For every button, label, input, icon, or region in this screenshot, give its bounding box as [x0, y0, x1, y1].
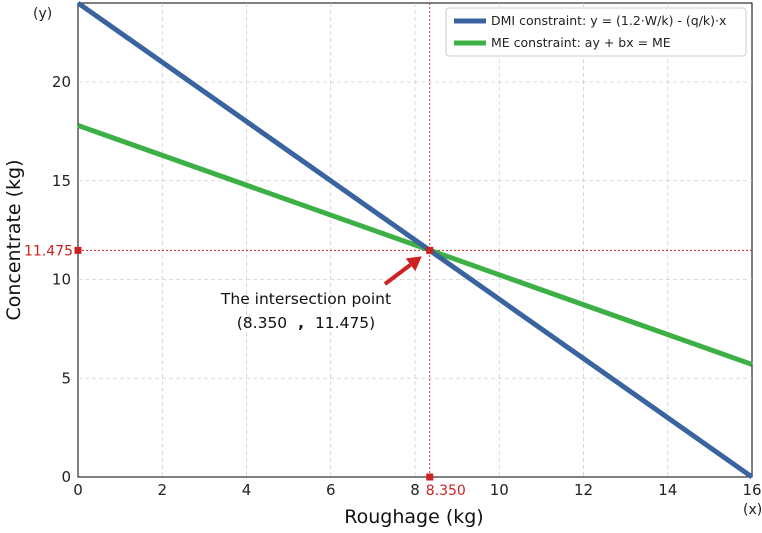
arrow-shaft	[383, 263, 412, 286]
intersection-guides	[78, 3, 752, 477]
annotation-line-1: The intersection point	[220, 290, 391, 308]
x-tick-label: 14	[658, 481, 677, 499]
y-tick-label: 15	[52, 172, 71, 190]
intersection-y-label: 11.475	[24, 243, 73, 259]
intersection-point-marker	[426, 246, 434, 254]
x-axis-marker	[426, 473, 434, 481]
annotation-line-2: (8.350 , 11.475)	[237, 314, 375, 332]
legend: DMI constraint: y = (1.2·W/k) - (q/k)·x …	[445, 7, 747, 57]
x-corner-label: (x)	[743, 502, 762, 518]
annotation-arrow	[383, 256, 422, 286]
intersection-annotation: The intersection point (8.350 , 11.475)	[220, 256, 422, 332]
x-tick-label: 16	[742, 481, 761, 499]
y-corner-label: (y)	[33, 6, 52, 22]
arrow-head	[405, 256, 422, 272]
series-line-1	[77, 123, 753, 367]
series-line-0	[76, 0, 754, 480]
legend-label-dmi: DMI constraint: y = (1.2·W/k) - (q/k)·x	[491, 13, 726, 28]
x-tick-label: 2	[157, 481, 167, 499]
intersection-x-label: 8.350	[426, 483, 466, 499]
y-tick-label: 5	[61, 369, 71, 387]
x-axis-title: Roughage (kg)	[344, 506, 483, 528]
intersection-markers	[74, 246, 434, 481]
x-tick-label: 12	[574, 481, 593, 499]
y-tick-label: 0	[61, 468, 71, 486]
annotation-separator: ,	[298, 314, 304, 332]
legend-box	[445, 7, 747, 57]
x-tick-label: 8	[410, 481, 420, 499]
y-tick-label: 10	[52, 271, 71, 289]
x-tick-label: 10	[490, 481, 509, 499]
y-axis-title: Concentrate (kg)	[3, 159, 25, 320]
x-tick-label: 6	[326, 481, 336, 499]
x-tick-label: 4	[242, 481, 252, 499]
x-tick-label: 0	[73, 481, 83, 499]
series-lines	[76, 0, 754, 480]
annotation-x-value: (8.350	[237, 314, 287, 332]
tick-labels: 0 2 4 6 8 10 12 14 16 0 5 10 15 20 8.350 11.475	[24, 73, 762, 499]
annotation-y-value: 11.475)	[315, 314, 375, 332]
y-axis-marker	[74, 246, 82, 254]
y-tick-label: 20	[52, 73, 71, 91]
grid	[78, 3, 752, 477]
legend-label-me: ME constraint: ay + bx = ME	[491, 35, 671, 50]
